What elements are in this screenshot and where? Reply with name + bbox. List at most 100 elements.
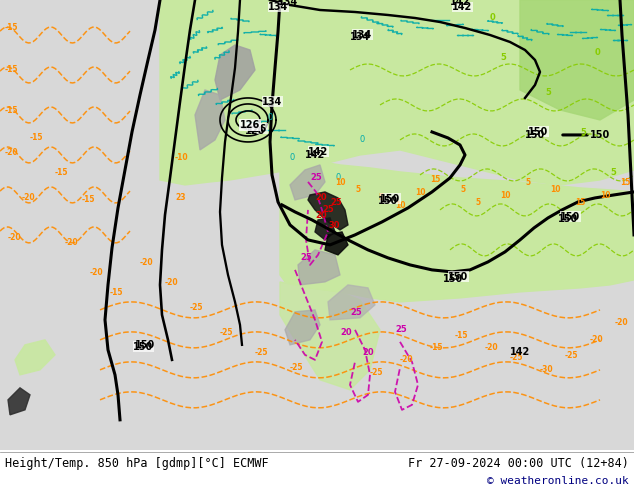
Text: 15: 15 bbox=[430, 175, 441, 184]
Text: 10: 10 bbox=[500, 191, 510, 200]
Text: -25: -25 bbox=[565, 351, 578, 360]
Text: 25: 25 bbox=[300, 253, 312, 262]
Text: 25: 25 bbox=[322, 205, 333, 214]
Text: -10: -10 bbox=[175, 153, 189, 162]
Text: 5: 5 bbox=[610, 168, 616, 177]
Text: -25: -25 bbox=[190, 303, 204, 312]
Text: 150: 150 bbox=[590, 130, 611, 140]
Text: 10: 10 bbox=[600, 191, 611, 200]
Text: 0: 0 bbox=[595, 48, 601, 57]
Text: 134: 134 bbox=[278, 0, 298, 7]
Text: 0: 0 bbox=[290, 153, 295, 162]
Text: 5: 5 bbox=[460, 185, 465, 194]
Text: -20: -20 bbox=[140, 258, 153, 267]
Polygon shape bbox=[195, 90, 225, 150]
Text: 150: 150 bbox=[135, 340, 155, 350]
Text: 10: 10 bbox=[550, 185, 560, 194]
Polygon shape bbox=[215, 45, 255, 100]
Text: 134: 134 bbox=[268, 2, 288, 12]
Text: 25: 25 bbox=[330, 198, 342, 207]
Text: -20: -20 bbox=[400, 355, 413, 364]
Text: -15: -15 bbox=[5, 106, 18, 115]
Text: -25: -25 bbox=[370, 368, 384, 377]
Text: 5: 5 bbox=[500, 53, 506, 62]
Text: 150: 150 bbox=[448, 272, 469, 282]
Text: -15: -15 bbox=[55, 168, 68, 177]
Text: 5: 5 bbox=[378, 193, 383, 202]
Text: -20: -20 bbox=[615, 318, 629, 327]
Polygon shape bbox=[298, 250, 340, 285]
Text: -15: -15 bbox=[5, 23, 18, 32]
Text: 134: 134 bbox=[350, 32, 370, 42]
Polygon shape bbox=[520, 0, 634, 120]
Text: 142: 142 bbox=[450, 0, 470, 7]
Text: -25: -25 bbox=[255, 348, 269, 357]
Polygon shape bbox=[315, 218, 335, 240]
Text: 150: 150 bbox=[560, 212, 580, 222]
Text: 20: 20 bbox=[340, 328, 352, 337]
Polygon shape bbox=[325, 232, 348, 255]
Text: 5: 5 bbox=[545, 88, 551, 97]
Text: Fr 27-09-2024 00:00 UTC (12+84): Fr 27-09-2024 00:00 UTC (12+84) bbox=[408, 457, 629, 470]
Text: 142: 142 bbox=[510, 347, 530, 357]
Text: 10: 10 bbox=[395, 201, 406, 210]
Text: -15: -15 bbox=[430, 343, 444, 352]
Text: -15: -15 bbox=[82, 195, 96, 204]
Text: 142: 142 bbox=[305, 150, 325, 160]
Text: 126: 126 bbox=[240, 120, 260, 130]
Text: -15: -15 bbox=[110, 288, 124, 297]
Text: 142: 142 bbox=[308, 147, 328, 157]
Text: 150: 150 bbox=[378, 196, 398, 206]
Text: -25: -25 bbox=[220, 328, 233, 337]
Text: 20: 20 bbox=[315, 193, 327, 202]
Text: -25: -25 bbox=[510, 353, 524, 362]
Polygon shape bbox=[8, 388, 30, 415]
Polygon shape bbox=[160, 0, 634, 185]
Text: 20: 20 bbox=[315, 211, 327, 220]
Text: 150: 150 bbox=[133, 342, 153, 352]
Text: 150: 150 bbox=[443, 274, 463, 284]
Text: -20: -20 bbox=[590, 335, 604, 344]
Polygon shape bbox=[328, 285, 375, 320]
Text: 20: 20 bbox=[362, 348, 373, 357]
Text: -20: -20 bbox=[5, 148, 18, 157]
Text: Height/Temp. 850 hPa [gdmp][°C] ECMWF: Height/Temp. 850 hPa [gdmp][°C] ECMWF bbox=[5, 457, 269, 470]
Text: 25: 25 bbox=[310, 173, 321, 182]
Polygon shape bbox=[285, 310, 320, 345]
Text: -20: -20 bbox=[485, 343, 498, 352]
Polygon shape bbox=[280, 155, 634, 302]
Text: 150: 150 bbox=[558, 214, 578, 224]
Polygon shape bbox=[280, 282, 380, 390]
Text: -15: -15 bbox=[5, 65, 18, 74]
Text: 126: 126 bbox=[247, 124, 268, 134]
Text: -20: -20 bbox=[90, 268, 103, 277]
Polygon shape bbox=[308, 192, 348, 230]
Text: 5: 5 bbox=[475, 198, 480, 207]
Text: 0: 0 bbox=[335, 173, 340, 182]
Text: 15: 15 bbox=[575, 198, 585, 207]
Text: -30: -30 bbox=[540, 365, 553, 374]
Text: -20: -20 bbox=[165, 278, 179, 287]
Text: 142: 142 bbox=[452, 2, 472, 12]
Text: 150: 150 bbox=[380, 194, 400, 204]
Text: © weatheronline.co.uk: © weatheronline.co.uk bbox=[487, 476, 629, 486]
Text: 25: 25 bbox=[395, 325, 407, 334]
Text: 23: 23 bbox=[175, 193, 186, 202]
Text: 30: 30 bbox=[328, 221, 339, 230]
Text: -20: -20 bbox=[22, 193, 36, 202]
Text: -15: -15 bbox=[30, 133, 44, 142]
Polygon shape bbox=[15, 340, 55, 375]
Text: 15: 15 bbox=[620, 178, 630, 187]
Text: -20: -20 bbox=[8, 233, 22, 242]
Text: -20: -20 bbox=[65, 238, 79, 247]
Text: 5: 5 bbox=[580, 128, 586, 137]
Text: 5: 5 bbox=[525, 178, 530, 187]
Text: 0: 0 bbox=[490, 13, 496, 22]
Text: 10: 10 bbox=[335, 178, 346, 187]
Text: 150: 150 bbox=[525, 130, 545, 140]
Text: 25: 25 bbox=[350, 308, 362, 317]
Text: 5: 5 bbox=[355, 185, 360, 194]
Text: -15: -15 bbox=[455, 331, 469, 340]
Text: 134: 134 bbox=[262, 97, 282, 107]
Text: 0: 0 bbox=[360, 135, 365, 144]
